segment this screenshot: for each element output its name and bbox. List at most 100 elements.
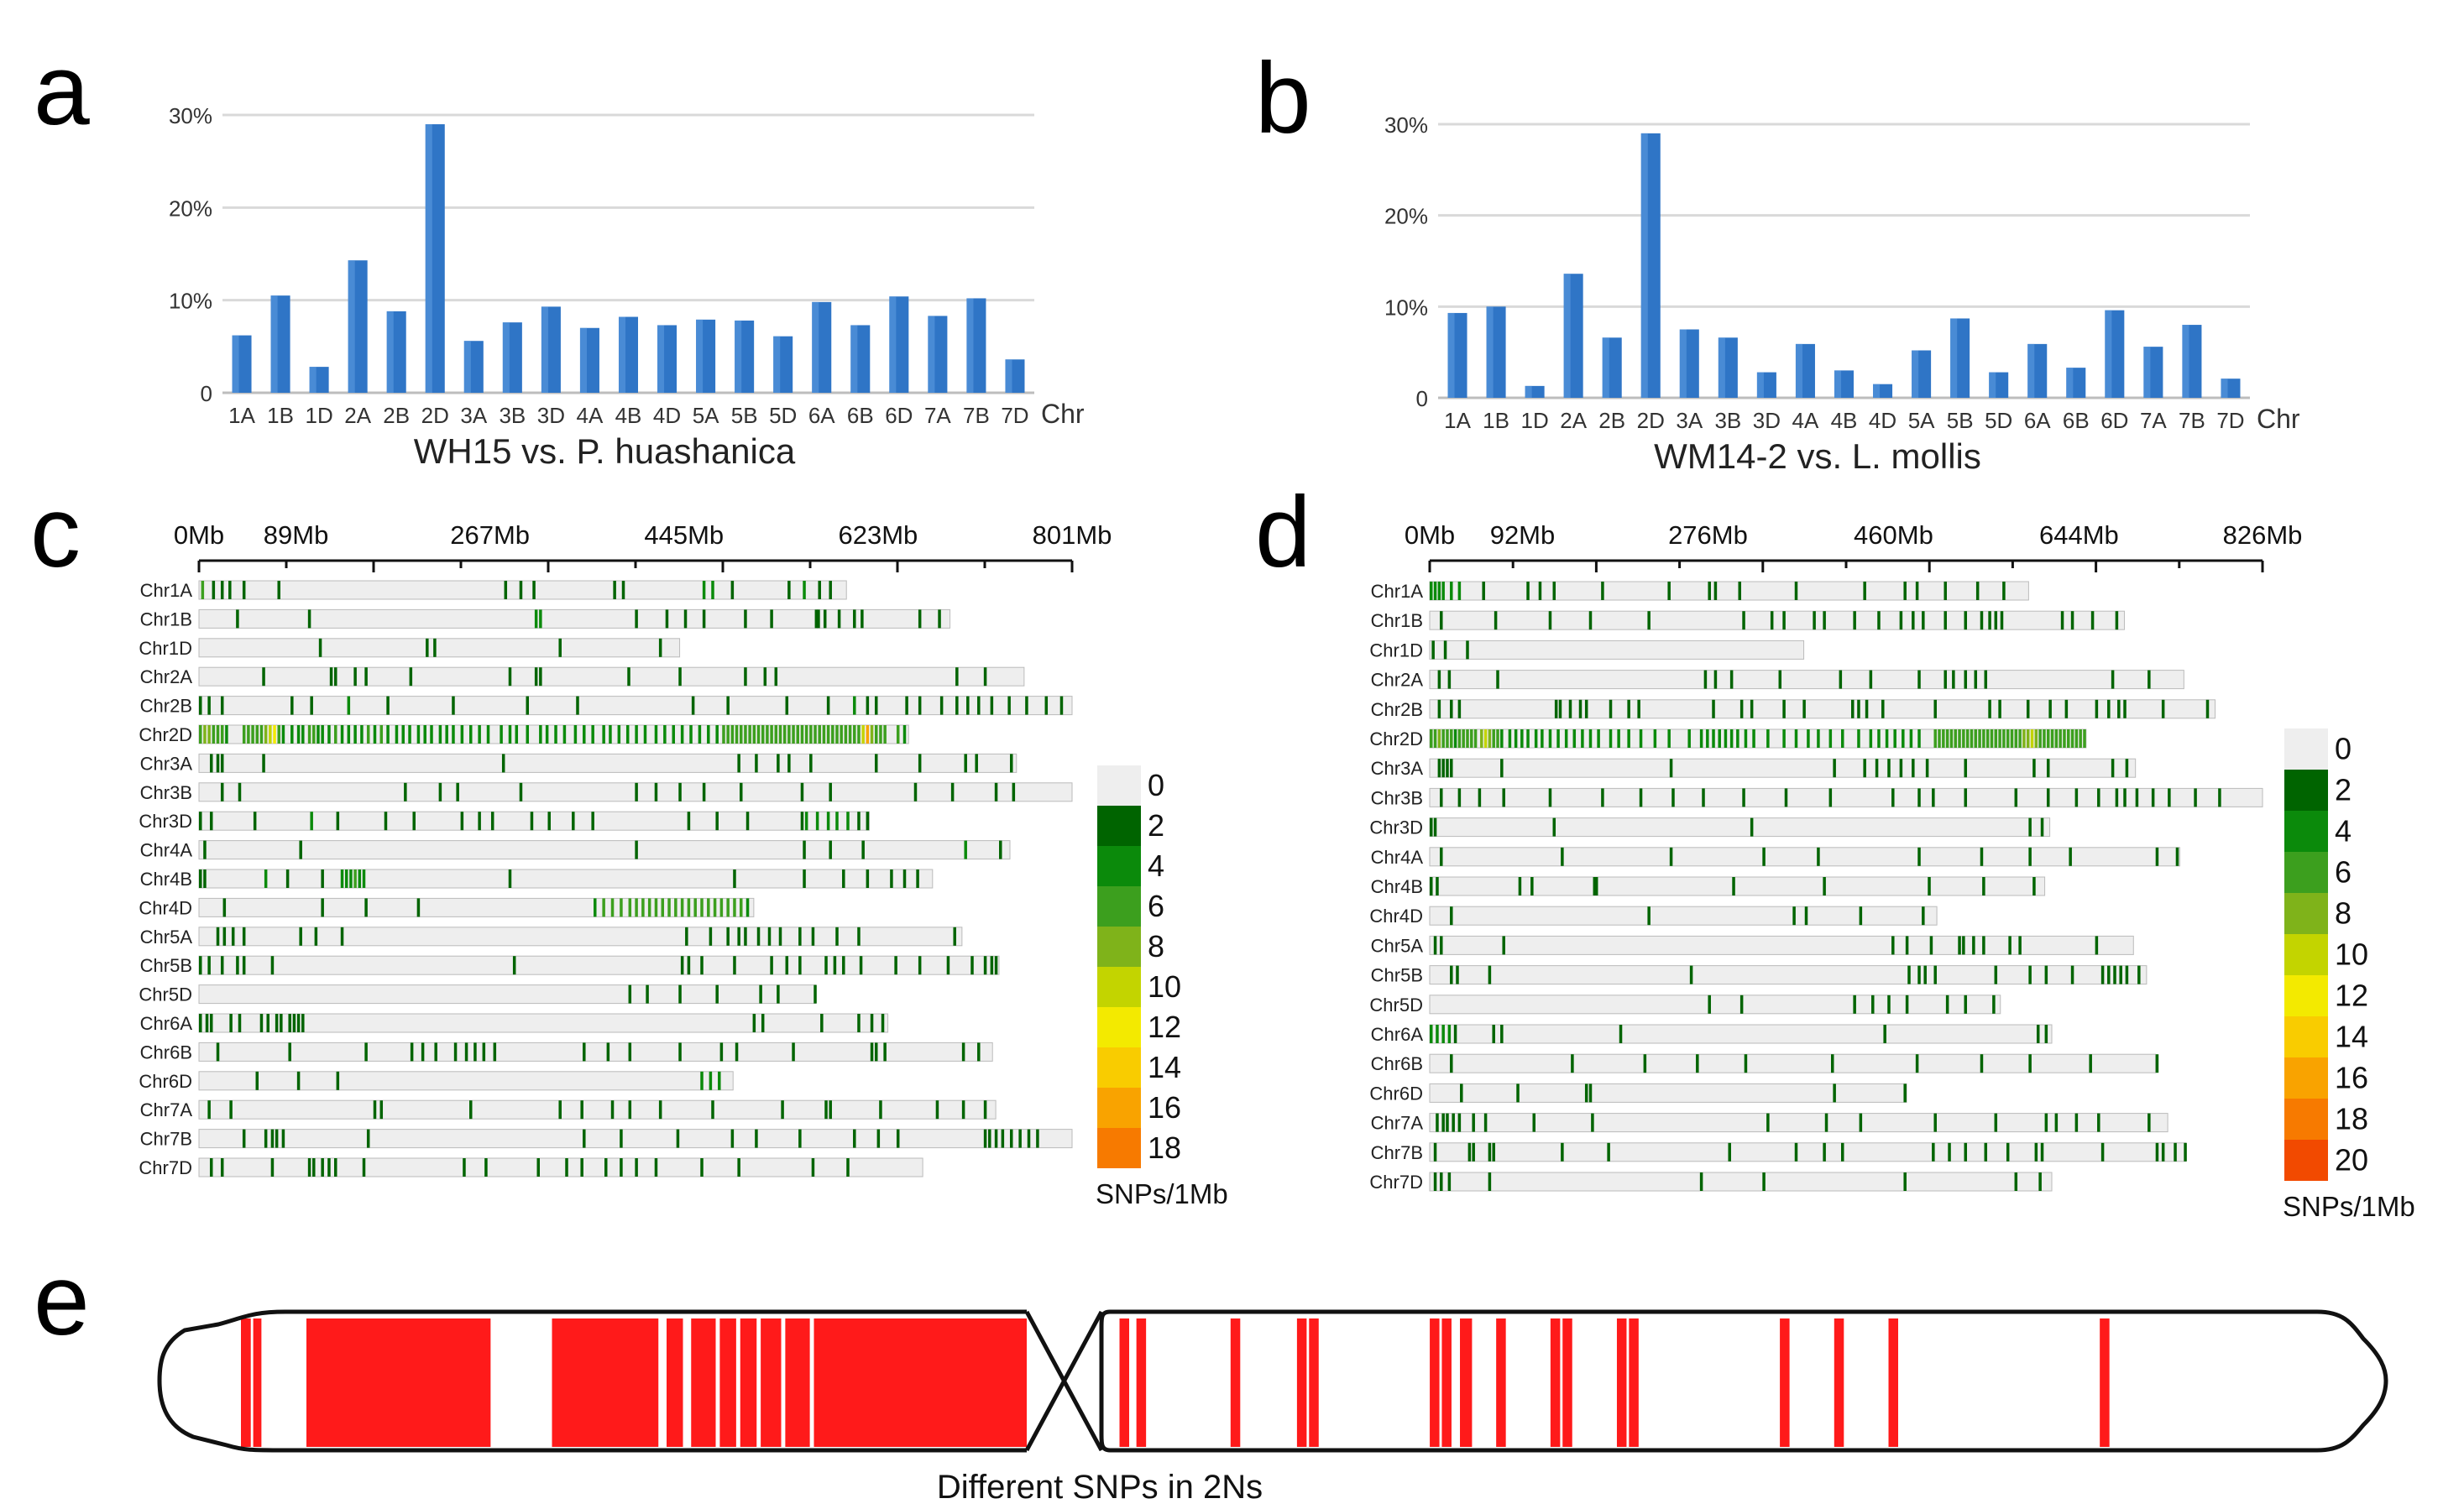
snp-mark — [1534, 729, 1538, 748]
snp-band — [1616, 1318, 1627, 1447]
snp-mark — [1440, 611, 1443, 630]
legend-value: 6 — [1148, 889, 1164, 923]
snp-mark — [672, 725, 675, 744]
snp-mark — [846, 1158, 850, 1177]
snp-mark — [2155, 847, 2159, 866]
snp-mark — [2064, 699, 2069, 718]
bar-highlight — [270, 295, 278, 393]
snp-mark — [1938, 729, 1941, 748]
snp-mark — [366, 725, 370, 744]
x-tick-label: 7A — [924, 403, 951, 428]
snp-mark — [1917, 965, 1921, 984]
snp-mark — [1712, 729, 1715, 748]
chromosome-label: Chr5D — [1369, 995, 1423, 1016]
legend-title: SNPs/1Mb — [2283, 1191, 2415, 1222]
snp-mark — [318, 638, 322, 657]
snp-mark — [277, 581, 280, 599]
snp-mark — [902, 725, 907, 744]
chromosome-label: Chr5D — [139, 984, 192, 1005]
legend-swatch — [2284, 811, 2328, 852]
snp-mark — [1718, 729, 1721, 748]
snp-mark — [340, 869, 344, 888]
chromosome-bar-Chr7D — [1429, 1172, 2053, 1192]
chromosome-bar-Chr7D — [198, 1157, 923, 1177]
chromosome-bar-Chr5B — [1429, 965, 2147, 985]
snp-mark — [970, 956, 974, 975]
panel-label-e: e — [34, 1244, 90, 1356]
snp-mark — [1823, 877, 1826, 895]
snp-mark — [1457, 788, 1462, 807]
snp-mark — [700, 1158, 704, 1177]
snp-mark — [2111, 759, 2115, 778]
snp-mark — [307, 609, 311, 629]
snp-mark — [785, 696, 789, 715]
snp-mark — [733, 898, 736, 917]
snp-mark — [216, 927, 220, 946]
snp-mark — [333, 725, 337, 744]
snp-mark — [558, 1100, 562, 1120]
y-tick-label: 10% — [169, 289, 212, 314]
legend-value: 20 — [2335, 1143, 2368, 1177]
snp-mark — [722, 725, 725, 744]
snp-mark — [558, 638, 562, 657]
snp-band — [1460, 1318, 1473, 1447]
snp-mark — [1877, 729, 1881, 748]
x-tick-label: 5B — [731, 403, 758, 428]
snp-mark — [628, 984, 632, 1004]
snp-mark — [800, 812, 804, 831]
snp-mark — [453, 1042, 458, 1062]
snp-mark — [270, 1129, 275, 1148]
snp-mark — [242, 956, 246, 975]
snp-mark — [835, 812, 839, 831]
snp-mark — [410, 1042, 414, 1062]
legend-value: 0 — [1148, 768, 1164, 802]
snp-mark — [698, 725, 702, 744]
snp-mark — [353, 667, 357, 687]
chromosome-bar-Chr3B — [1429, 787, 2263, 807]
axis-tick-label: 460Mb — [1854, 520, 1933, 550]
snp-mark — [216, 725, 220, 744]
snp-mark — [787, 725, 791, 744]
snp-mark — [236, 609, 239, 629]
snp-mark — [242, 927, 246, 946]
chromosome-label: Chr3B — [1371, 787, 1423, 808]
snp-mark — [2095, 936, 2099, 955]
snp-mark — [216, 754, 220, 773]
snp-mark — [1433, 1142, 1437, 1162]
x-tick-label: 7D — [2216, 408, 2244, 433]
snp-mark — [1460, 1083, 1463, 1103]
snp-mark — [1887, 995, 1891, 1014]
snp-mark — [1928, 877, 1931, 895]
snp-mark — [1736, 729, 1739, 748]
snp-mark — [207, 956, 211, 975]
snp-mark — [508, 667, 512, 687]
snp-mark — [386, 696, 390, 715]
bar-highlight — [735, 320, 742, 393]
snp-mark — [456, 782, 459, 801]
bar-highlight — [232, 335, 239, 393]
snp-mark — [726, 927, 730, 946]
snp-mark — [2040, 817, 2044, 837]
snp-mark — [493, 1042, 497, 1062]
snp-mark — [2032, 759, 2036, 778]
snp-mark — [1823, 1142, 1826, 1162]
snp-mark — [966, 696, 970, 715]
snp-mark — [333, 1158, 337, 1177]
snp-mark — [259, 1014, 264, 1032]
snp-band — [691, 1318, 716, 1447]
snp-band — [1309, 1318, 1319, 1447]
snp-mark — [264, 869, 268, 888]
snp-mark — [866, 869, 870, 888]
snp-mark — [2026, 699, 2030, 718]
snp-mark — [321, 869, 324, 888]
snp-mark — [301, 725, 305, 744]
snp-mark — [1750, 699, 1754, 718]
snp-mark — [1436, 1113, 1439, 1132]
snp-mark — [687, 812, 691, 831]
x-tick-label: 7A — [2140, 408, 2167, 433]
chromosome-bar-Chr4D — [198, 897, 755, 917]
snp-mark — [735, 1042, 739, 1062]
snp-band — [1550, 1318, 1561, 1447]
snp-mark — [2168, 788, 2171, 807]
chromosome-caption: Different SNPs in 2Ns — [937, 1469, 1263, 1506]
